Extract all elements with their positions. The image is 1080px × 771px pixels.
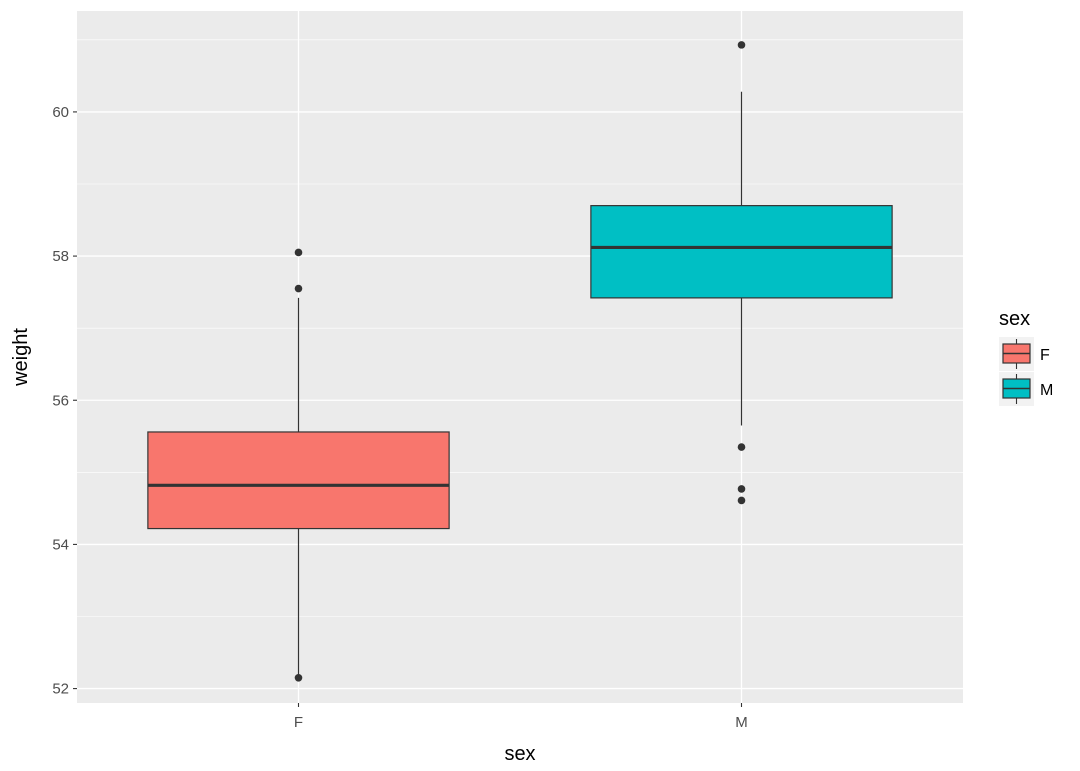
plot-panel — [77, 11, 963, 703]
outlier-point — [294, 284, 303, 293]
box-M — [590, 41, 893, 505]
legend: sex F M — [999, 308, 1053, 406]
box-F — [147, 248, 450, 682]
box-body — [147, 431, 450, 530]
outlier-point — [737, 443, 746, 451]
outlier-point — [294, 248, 303, 257]
y-tick-label: 54 — [52, 536, 69, 553]
box-body — [590, 205, 893, 299]
legend-key-F: F — [999, 337, 1050, 371]
x-axis-title: sex — [504, 743, 535, 765]
outlier-point — [737, 41, 746, 49]
legend-label: M — [1040, 382, 1053, 399]
legend-label: F — [1040, 347, 1050, 364]
x-tick-label: M — [735, 714, 748, 731]
y-axis-title: weight — [10, 328, 32, 387]
y-tick-label: 56 — [52, 392, 69, 409]
y-tick-label: 58 — [52, 248, 69, 265]
x-tick-label: F — [294, 714, 303, 731]
y-axis: 52 54 56 58 60 — [52, 104, 77, 698]
outlier-point — [737, 485, 746, 493]
outlier-point — [737, 496, 746, 505]
box-layer — [147, 41, 893, 682]
y-tick-label: 52 — [52, 681, 69, 698]
outlier-point — [294, 673, 303, 682]
legend-title: sex — [999, 308, 1030, 330]
legend-key-M: M — [999, 372, 1053, 406]
y-tick-label: 60 — [52, 104, 69, 121]
